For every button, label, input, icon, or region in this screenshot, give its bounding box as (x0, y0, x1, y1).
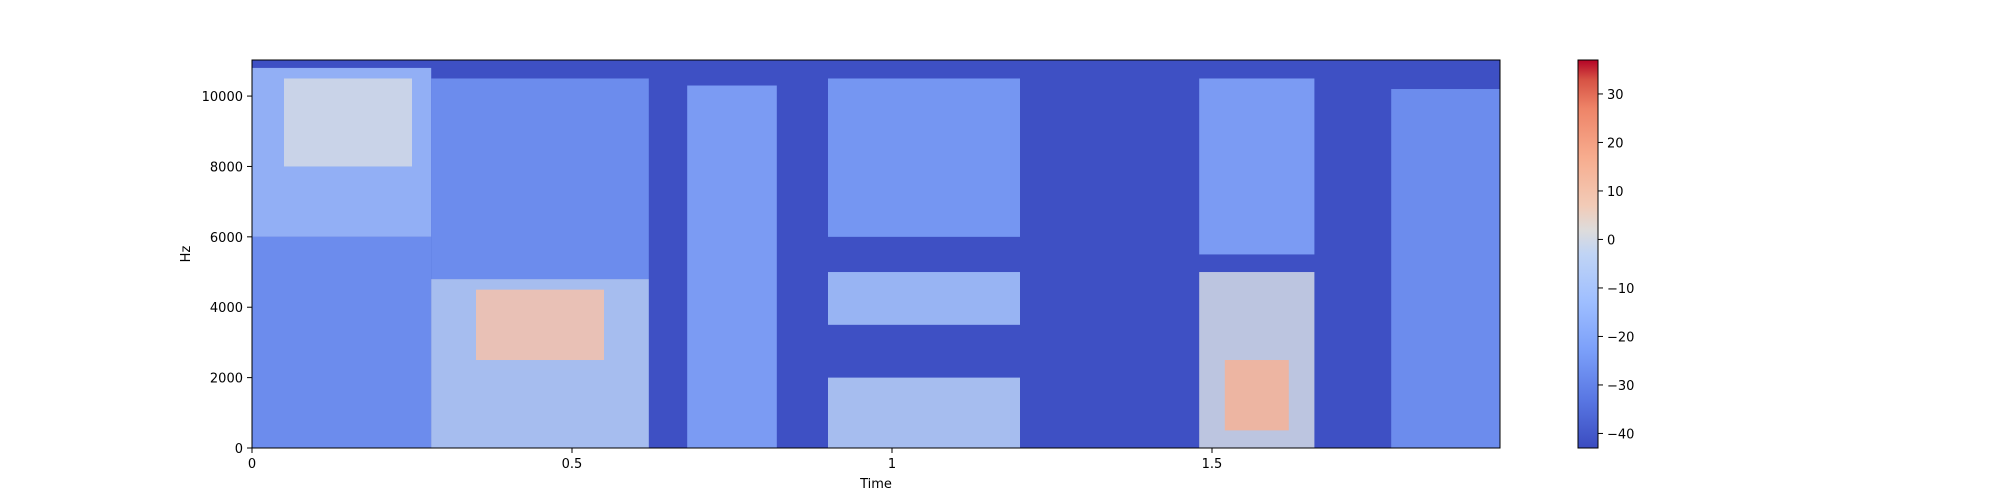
spectrogram-region (252, 236, 432, 448)
spectrogram-region (1224, 360, 1289, 431)
plot-frame (251, 59, 1501, 449)
spectrogram-region (828, 377, 1020, 448)
colorbar-tick-label: −20 (1607, 330, 1634, 345)
x-tick-label: 1.5 (1202, 457, 1223, 472)
spectrogram-region (687, 85, 777, 448)
y-tick-label: 10000 (202, 90, 243, 105)
y-tick-label: 8000 (210, 160, 243, 175)
spectrogram-region (284, 78, 412, 167)
spectrogram-region (1199, 78, 1315, 255)
spectrogram-region (1391, 89, 1500, 448)
y-tick-label: 6000 (210, 231, 243, 246)
x-tick-label: 0 (248, 457, 256, 472)
spectrogram-region (828, 272, 1020, 325)
colorbar-tick-label: 20 (1607, 136, 1624, 151)
colorbar-tick-label: −10 (1607, 282, 1634, 297)
y-axis-label: Hz (179, 246, 194, 263)
colorbar-tick-label: −30 (1607, 379, 1634, 394)
spectrogram-region (476, 289, 604, 361)
y-tick-label: 0 (235, 442, 243, 457)
x-tick-label: 0.5 (562, 457, 583, 472)
x-tick-label: 1 (888, 457, 896, 472)
colorbar-tick-label: 10 (1607, 185, 1624, 200)
y-tick-label: 2000 (210, 372, 243, 387)
colorbar (1577, 59, 1599, 449)
colorbar-tick-label: 30 (1607, 88, 1624, 103)
colorbar-tick-label: −40 (1607, 427, 1634, 442)
x-axis-label: Time (859, 477, 892, 492)
y-tick-label: 4000 (210, 301, 243, 316)
spectrogram-region (828, 78, 1020, 237)
colorbar-tick-label: 0 (1607, 233, 1615, 248)
spectrogram-region (431, 78, 649, 280)
